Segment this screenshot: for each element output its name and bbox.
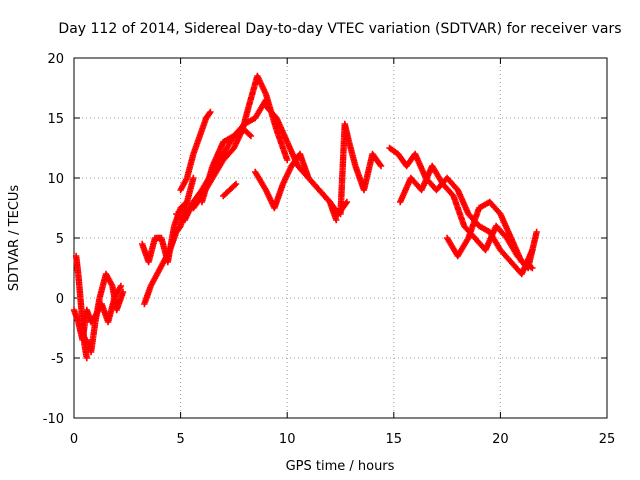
data-point: [533, 228, 540, 236]
data-point: [117, 282, 125, 290]
axis-ticks: 0 5 10 15 20 25 -10 -5 0 5 10 15 20: [43, 52, 616, 447]
data-point: [262, 96, 270, 104]
x-axis-label: GPS time / hours: [286, 459, 395, 474]
data-point: [333, 216, 340, 224]
y-tick-label: 5: [56, 232, 64, 247]
chart-title: Day 112 of 2014, Sidereal Day-to-day VTE…: [58, 21, 621, 37]
data-point: [83, 354, 90, 362]
y-axis-label: SDTVAR / TECUs: [7, 185, 22, 292]
x-tick-label: 0: [70, 432, 78, 447]
x-tick-label: 25: [599, 432, 616, 447]
y-tick-label: -5: [51, 352, 64, 367]
data-point-fill: [246, 131, 253, 138]
y-tick-label: 0: [56, 292, 64, 307]
data-point-fill: [231, 182, 238, 189]
data-point: [183, 198, 191, 206]
data-point: [284, 156, 291, 164]
data-point-fill: [206, 110, 213, 117]
x-tick-label: 15: [386, 432, 403, 447]
data-point-fill: [376, 161, 384, 168]
y-tick-label: 10: [47, 172, 64, 187]
y-tick-label: 15: [47, 112, 64, 127]
data-point: [377, 162, 385, 170]
x-tick-label: 10: [279, 432, 296, 447]
data-point: [232, 180, 240, 188]
x-tick-label: 20: [492, 432, 509, 447]
data-point: [529, 264, 536, 272]
data-points: [70, 72, 540, 362]
data-point: [343, 198, 351, 206]
data-point: [247, 132, 255, 140]
y-tick-label: 20: [47, 52, 64, 67]
data-point: [207, 108, 214, 116]
y-tick-label: -10: [43, 412, 64, 427]
data-point: [119, 288, 127, 296]
data-point: [190, 174, 197, 182]
x-tick-label: 5: [176, 432, 184, 447]
